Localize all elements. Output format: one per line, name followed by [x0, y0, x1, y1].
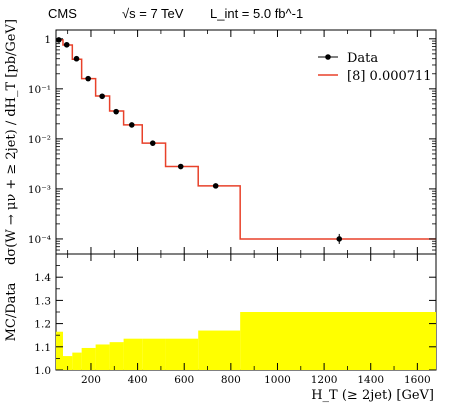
data-point-marker — [128, 122, 135, 128]
legend-data-marker — [325, 54, 331, 60]
data-point-8 — [177, 163, 184, 170]
x-axis-label: H_T (≥ 2jet) [GeV] — [311, 388, 434, 403]
data-point-marker — [177, 163, 184, 170]
experiment-label: CMS — [48, 6, 77, 21]
data-point-marker — [113, 108, 119, 115]
legend-mc-label: [8] 0.000711 — [347, 69, 432, 84]
data-point-0 — [55, 37, 62, 43]
data-point-marker — [99, 93, 105, 100]
data-point-marker — [336, 236, 343, 242]
energy-label: √s = 7 TeV — [122, 6, 184, 21]
x-tick-label: 1600 — [404, 374, 431, 386]
ratio-band-bin-10 — [240, 312, 436, 370]
data-point-1 — [63, 41, 70, 48]
ratio-y-tick-label: 1.1 — [34, 342, 51, 354]
x-tick-label: 1000 — [264, 374, 291, 386]
main-y-tick-label: 10⁻¹ — [28, 84, 51, 96]
ratio-band-bin-6 — [123, 338, 143, 370]
luminosity-label: L_int = 5.0 fb^-1 — [210, 6, 303, 21]
ratio-band-bin-0 — [56, 331, 63, 370]
ratio-band-bin-8 — [165, 338, 199, 370]
ratio-y-tick-label: 1.3 — [34, 295, 51, 307]
main-y-axis-label: dσ(W → μν + ≥ 2jet) / dH_T [pb/GeV] — [4, 19, 19, 265]
data-point-marker — [149, 140, 156, 146]
data-point-10 — [336, 233, 343, 244]
data-point-5 — [113, 108, 119, 115]
data-point-3 — [85, 75, 91, 82]
ratio-y-tick-label: 1.4 — [34, 272, 51, 284]
data-point-marker — [85, 75, 91, 82]
ratio-y-axis-label: MC/Data — [4, 282, 19, 341]
x-tick-label: 800 — [221, 374, 241, 386]
ratio-band-bin-4 — [95, 344, 110, 370]
legend: Data [8] 0.000711 — [318, 51, 432, 84]
ratio-y-tick-label: 1.0 — [34, 365, 51, 377]
data-point-marker — [73, 55, 80, 62]
main-y-tick-label: 10⁻³ — [28, 184, 51, 196]
data-point-7 — [149, 140, 156, 146]
legend-data-label: Data — [347, 51, 378, 66]
x-tick-label: 1400 — [357, 374, 384, 386]
data-point-6 — [128, 122, 135, 128]
data-point-marker — [63, 41, 70, 48]
ratio-band-bin-1 — [62, 356, 73, 370]
main-y-tick-label: 10⁻² — [28, 134, 51, 146]
data-point-2 — [73, 55, 80, 62]
main-y-tick-label: 1 — [44, 34, 51, 46]
data-point-marker — [212, 183, 219, 189]
ratio-band-bin-2 — [72, 352, 82, 370]
ratio-band-bin-9 — [198, 330, 241, 370]
ratio-y-tick-label: 1.2 — [34, 319, 51, 331]
x-tick-label: 200 — [81, 374, 101, 386]
x-tick-label: 400 — [128, 374, 148, 386]
data-point-9 — [212, 183, 219, 189]
x-tick-label: 600 — [174, 374, 194, 386]
data-point-4 — [99, 93, 105, 100]
x-tick-label: 1200 — [311, 374, 338, 386]
ratio-band-bin-7 — [142, 338, 166, 370]
main-panel-frame — [55, 29, 437, 255]
main-y-tick-label: 10⁻⁴ — [28, 234, 51, 246]
data-point-marker — [55, 37, 62, 43]
ratio-band-bin-3 — [81, 347, 96, 370]
ratio-band-bin-5 — [109, 342, 124, 370]
